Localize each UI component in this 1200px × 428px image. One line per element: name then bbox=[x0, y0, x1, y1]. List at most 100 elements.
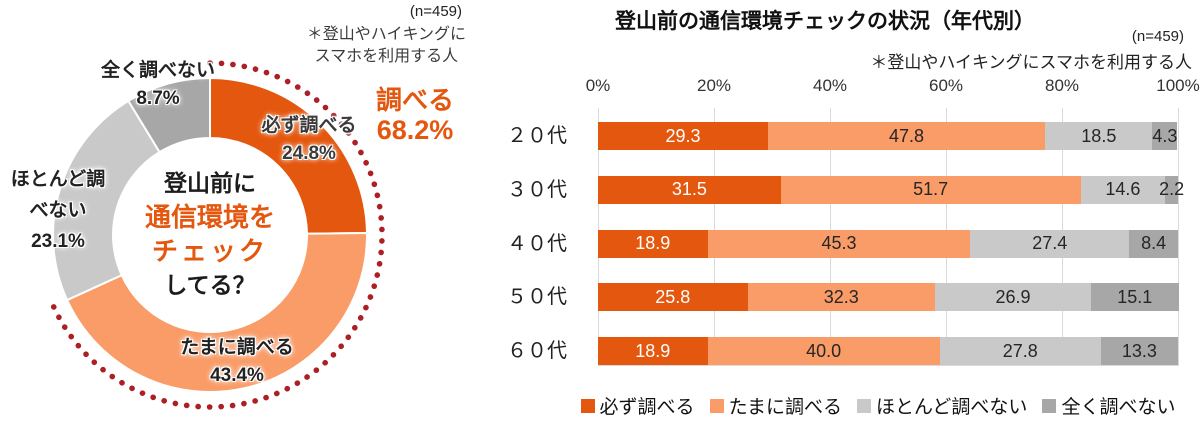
x-tick-100: 100% bbox=[1156, 76, 1200, 95]
donut-chart-panel: (n=459) ＊登山やハイキングに スマホを利用する人 全く調べない 8.7%… bbox=[0, 0, 480, 428]
bar-segment-s0: 18.9 bbox=[598, 337, 708, 366]
bar-row-40s: 18.9 45.3 27.4 8.4 bbox=[598, 229, 1178, 258]
x-tick-40: 40% bbox=[812, 76, 848, 95]
legend-item-sometimes: たまに調べる bbox=[709, 392, 842, 419]
slice-label-sometimes-check: たまに調べる 43.4% bbox=[156, 334, 318, 390]
legend-swatch-sometimes-icon bbox=[709, 398, 724, 413]
stacked-bar-chart-panel: 登山前の通信環境チェックの状況（年代別） (n=459) ＊登山やハイキングにス… bbox=[480, 0, 1200, 428]
donut-sample-note-line2: スマホを利用する人 bbox=[314, 48, 459, 65]
x-tick-20: 20% bbox=[696, 76, 732, 95]
legend-item-always: 必ず調べる bbox=[580, 392, 695, 419]
legend-swatch-never-icon bbox=[1042, 398, 1057, 413]
bar-segment-s0: 25.8 bbox=[598, 283, 748, 312]
legend-item-never: 全く調べない bbox=[1042, 392, 1175, 419]
bar-value-label: 26.9 bbox=[995, 286, 1031, 307]
legend-swatch-always-icon bbox=[580, 398, 595, 413]
bar-value-label: 18.9 bbox=[635, 340, 671, 361]
bar-value-label: 32.3 bbox=[823, 286, 859, 307]
callout-check-total: 調べる 68.2% bbox=[350, 85, 480, 145]
x-axis-tick-labels: 0% 20% 40% 60% 80% 100% bbox=[586, 76, 1200, 96]
bar-value-label: 14.6 bbox=[1105, 179, 1141, 200]
center-line1: 登山前に bbox=[164, 170, 256, 196]
bar-segment-s1: 32.3 bbox=[747, 283, 935, 312]
x-tick-0: 0% bbox=[585, 76, 611, 95]
bar-value-label: 18.9 bbox=[635, 233, 671, 254]
bar-segment-s2: 27.4 bbox=[970, 229, 1130, 258]
bar-value-label: 47.8 bbox=[889, 125, 925, 146]
slice-label-hardly-name2: べない bbox=[29, 200, 87, 221]
plot-area: 29.3 47.8 18.5 4.3 31.5 51.7 14.6 2.2 18.9 45.3… bbox=[598, 108, 1184, 366]
slice-label-never-pct: 8.7% bbox=[136, 88, 180, 109]
bar-segment-s2: 18.5 bbox=[1045, 122, 1153, 150]
bar-chart-sample-size: (n=459) bbox=[1131, 28, 1184, 45]
x-axis-baseline bbox=[598, 365, 1178, 366]
bar-segment-s3: 2.2 bbox=[1159, 175, 1184, 204]
slice-label-hardly-check: ほとんど調 べない 23.1% bbox=[6, 164, 110, 257]
donut-chart bbox=[50, 60, 385, 410]
slice-label-sometimes-pct: 43.4% bbox=[210, 365, 264, 386]
bar-value-label: 51.7 bbox=[913, 179, 949, 200]
bar-value-label: 15.1 bbox=[1117, 286, 1153, 307]
bar-segment-s1: 51.7 bbox=[780, 175, 1081, 204]
slice-label-never-check: 全く調べない 8.7% bbox=[63, 57, 253, 113]
legend: 必ず調べる たまに調べる ほとんど調べない 全く調べない bbox=[538, 392, 1200, 419]
legend-swatch-hardly-icon bbox=[857, 398, 871, 413]
bar-value-label: 2.2 bbox=[1159, 179, 1185, 200]
bar-value-label: 40.0 bbox=[806, 340, 842, 361]
bar-segment-s3: 4.3 bbox=[1152, 122, 1177, 150]
legend-item-hardly: ほとんど調べない bbox=[857, 392, 1027, 419]
legend-label-never: 全く調べない bbox=[1061, 397, 1176, 418]
donut-sample-size: (n=459) bbox=[409, 3, 462, 20]
bar-segment-s1: 40.0 bbox=[707, 337, 940, 366]
legend-label-sometimes: たまに調べる bbox=[728, 397, 842, 418]
bar-segment-s3: 13.3 bbox=[1100, 337, 1178, 366]
center-line4: してる？ bbox=[164, 272, 256, 298]
slice-label-always-check: 必ず調べる 24.8% bbox=[238, 112, 380, 168]
bar-segment-s0: 18.9 bbox=[598, 229, 708, 258]
row-label-20s: ２０代 bbox=[507, 125, 567, 147]
bar-value-label: 31.5 bbox=[671, 179, 707, 200]
donut-sample-note: ＊登山やハイキングに スマホを利用する人 bbox=[307, 24, 466, 68]
bar-value-label: 45.3 bbox=[821, 233, 857, 254]
bar-segment-s2: 14.6 bbox=[1080, 175, 1166, 204]
donut-slice-1 bbox=[65, 232, 368, 393]
donut-slice-3 bbox=[127, 76, 211, 154]
bar-segment-s3: 15.1 bbox=[1090, 283, 1179, 312]
donut-slice-0 bbox=[209, 76, 369, 235]
callout-value: 68.2% bbox=[376, 115, 454, 145]
bar-row-60s: 18.9 40.0 27.8 13.3 bbox=[598, 337, 1178, 366]
donut-center-question: 登山前に 通信環境を チェック してる？ bbox=[110, 166, 310, 302]
dotted-highlight-arc bbox=[50, 60, 385, 410]
bar-segment-s0: 29.3 bbox=[598, 122, 768, 150]
bar-value-label: 29.3 bbox=[665, 125, 701, 146]
bar-segment-s2: 26.9 bbox=[934, 283, 1091, 312]
bar-chart-sample-note: ＊登山やハイキングにスマホを利用する人 bbox=[870, 53, 1192, 72]
bar-value-label: 4.3 bbox=[1152, 125, 1178, 146]
bar-value-label: 27.4 bbox=[1032, 233, 1068, 254]
bar-segment-s2: 27.8 bbox=[939, 337, 1101, 366]
bar-segment-s1: 45.3 bbox=[707, 229, 971, 258]
slice-label-hardly-pct: 23.1% bbox=[31, 231, 85, 252]
center-line2: 通信環境を bbox=[144, 202, 275, 232]
donut-sample-note-line1: ＊登山やハイキングに bbox=[306, 26, 466, 43]
bar-value-label: 13.3 bbox=[1121, 340, 1157, 361]
x-tick-60: 60% bbox=[928, 76, 964, 95]
bar-row-30s: 31.5 51.7 14.6 2.2 bbox=[598, 175, 1184, 204]
row-label-40s: ４０代 bbox=[507, 232, 567, 255]
bar-value-label: 18.5 bbox=[1081, 125, 1117, 146]
bar-segment-s3: 8.4 bbox=[1129, 229, 1178, 258]
center-line3: チェック bbox=[151, 236, 268, 266]
row-label-30s: ３０代 bbox=[507, 178, 567, 201]
callout-label: 調べる bbox=[375, 85, 454, 115]
slice-label-never-name: 全く調べない bbox=[100, 60, 215, 81]
bar-segment-s0: 31.5 bbox=[598, 175, 781, 204]
legend-label-always: 必ず調べる bbox=[599, 397, 695, 418]
bar-row-20s: 29.3 47.8 18.5 4.3 bbox=[598, 122, 1178, 150]
x-tick-80: 80% bbox=[1044, 76, 1080, 95]
slice-label-sometimes-name: たまに調べる bbox=[180, 337, 294, 358]
bar-value-label: 27.8 bbox=[1002, 340, 1038, 361]
row-label-60s: ６０代 bbox=[507, 340, 567, 363]
bar-row-50s: 25.8 32.3 26.9 15.1 bbox=[598, 283, 1179, 312]
row-label-50s: ５０代 bbox=[507, 286, 567, 309]
